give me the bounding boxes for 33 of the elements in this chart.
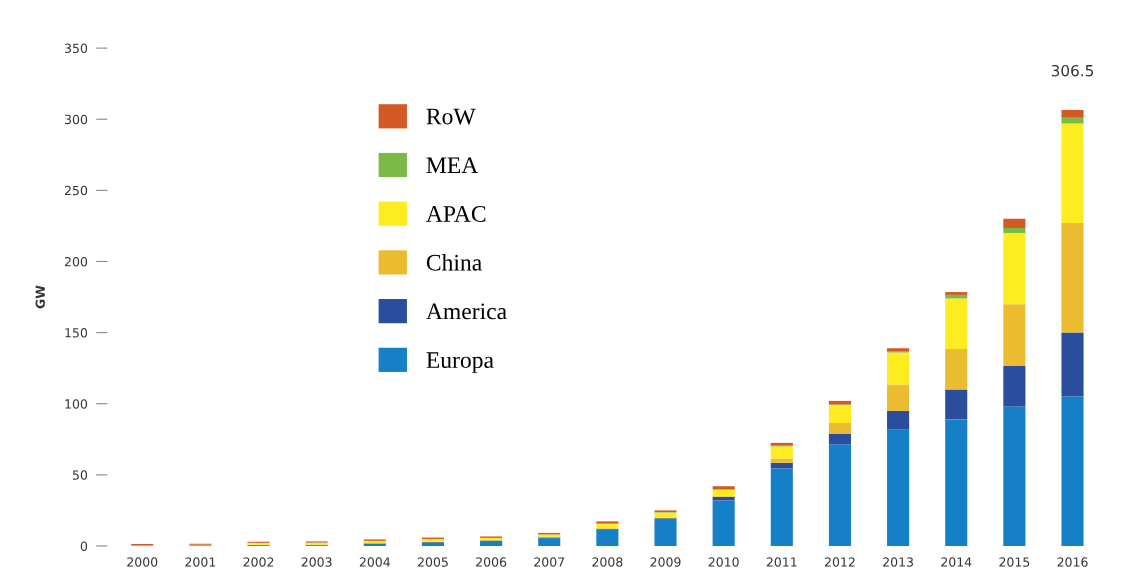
- x-tick-label: 2000: [127, 557, 158, 567]
- x-tick-label: 2005: [417, 557, 448, 567]
- x-tick-label: 2010: [708, 557, 739, 567]
- x-tick-label: 2001: [185, 557, 216, 567]
- legend-label: China: [426, 254, 482, 271]
- x-tick-label: 2015: [999, 557, 1030, 567]
- y-tick-label: 150: [65, 328, 88, 338]
- y-tick-label: 300: [65, 114, 88, 125]
- x-tick-label: 2006: [476, 557, 507, 567]
- x-tick-label: 2014: [941, 557, 972, 567]
- legend-label: Europa: [426, 352, 494, 373]
- y-tick-label: 100: [65, 399, 88, 409]
- x-tick-label: 2004: [359, 557, 391, 567]
- legend-label: MEA: [426, 157, 479, 173]
- annotation: 306.5: [1051, 64, 1094, 77]
- legend-label: RoW: [426, 108, 476, 125]
- x-tick-label: 2003: [301, 557, 332, 567]
- x-tick-label: 2012: [824, 557, 855, 567]
- x-tick-label: 2011: [766, 557, 797, 567]
- legend-label: APAC: [426, 206, 486, 222]
- x-tick-label: 2002: [243, 557, 274, 567]
- x-tick-label: 2007: [534, 557, 565, 567]
- x-tick-label: 2009: [650, 557, 681, 567]
- y-tick-label: 50: [72, 470, 88, 480]
- y-tick-label: 250: [64, 185, 88, 196]
- x-tick-label: 2016: [1057, 557, 1088, 567]
- y-tick-label: 200: [64, 256, 88, 267]
- y-tick-label: 350: [65, 43, 88, 54]
- x-tick-label: 2008: [592, 557, 623, 567]
- legend-label: America: [426, 303, 507, 320]
- x-tick-label: 2013: [883, 557, 913, 567]
- y-axis-title: GW: [35, 285, 45, 309]
- y-tick-label: 0: [80, 541, 88, 551]
